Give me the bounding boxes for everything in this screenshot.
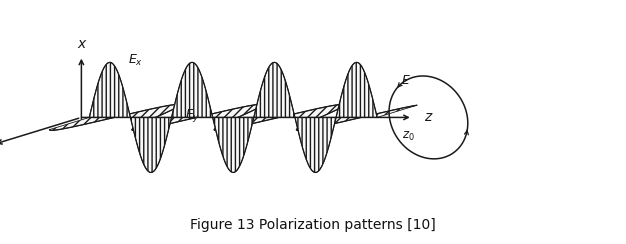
Text: $E$: $E$ — [401, 74, 411, 87]
Polygon shape — [254, 62, 295, 117]
Polygon shape — [115, 104, 179, 117]
Polygon shape — [296, 117, 361, 130]
Text: x: x — [77, 37, 86, 51]
Polygon shape — [361, 105, 417, 117]
Polygon shape — [130, 117, 172, 173]
Text: Figure 13 Polarization patterns [10]: Figure 13 Polarization patterns [10] — [190, 218, 436, 232]
Polygon shape — [336, 62, 377, 117]
Text: $E_y$: $E_y$ — [185, 107, 200, 123]
Text: z: z — [424, 111, 431, 124]
Polygon shape — [90, 62, 130, 117]
Polygon shape — [132, 117, 197, 130]
Polygon shape — [279, 104, 344, 117]
Polygon shape — [49, 117, 115, 130]
Text: $z_0$: $z_0$ — [403, 130, 415, 143]
Polygon shape — [295, 117, 336, 173]
Polygon shape — [214, 117, 279, 130]
Polygon shape — [172, 62, 213, 117]
Text: $E_x$: $E_x$ — [128, 53, 143, 68]
Polygon shape — [197, 104, 262, 117]
Polygon shape — [213, 117, 254, 173]
